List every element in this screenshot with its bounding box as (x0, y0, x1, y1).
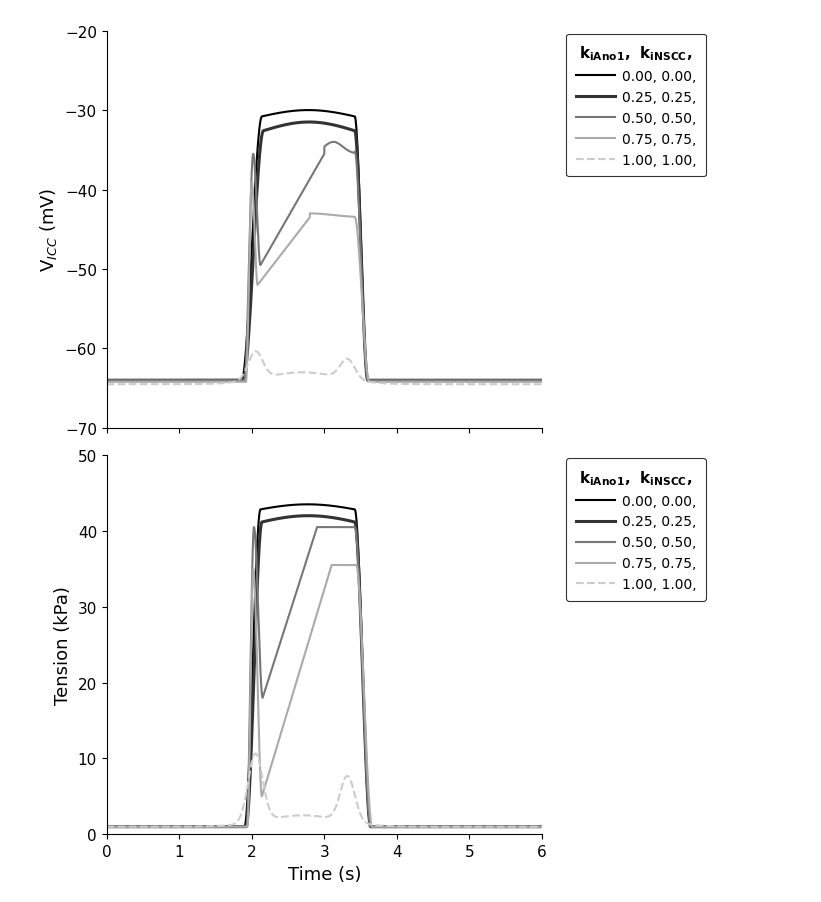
X-axis label: Time (s): Time (s) (287, 865, 361, 882)
Y-axis label: Tension (kPa): Tension (kPa) (54, 585, 72, 704)
Legend: 0.00, 0.00,, 0.25, 0.25,, 0.50, 0.50,, 0.75, 0.75,, 1.00, 1.00,: 0.00, 0.00,, 0.25, 0.25,, 0.50, 0.50,, 0… (566, 34, 706, 178)
Y-axis label: V$_{ICC}$ (mV): V$_{ICC}$ (mV) (39, 188, 59, 272)
Legend: 0.00, 0.00,, 0.25, 0.25,, 0.50, 0.50,, 0.75, 0.75,, 1.00, 1.00,: 0.00, 0.00,, 0.25, 0.25,, 0.50, 0.50,, 0… (566, 458, 706, 602)
